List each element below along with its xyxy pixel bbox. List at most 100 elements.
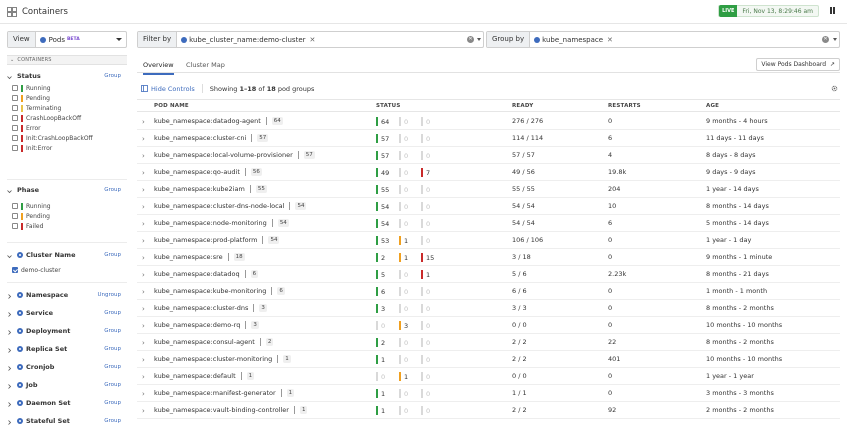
chevron-right-icon[interactable]: › — [142, 373, 145, 381]
facet-item[interactable]: Init:CrashLoopBackOff — [7, 133, 93, 143]
chevron-right-icon[interactable] — [7, 329, 12, 335]
facet-item[interactable]: Pending — [7, 211, 51, 221]
chevron-right-icon[interactable] — [7, 401, 12, 407]
facet-item[interactable]: Running — [7, 201, 51, 211]
checkbox[interactable] — [12, 125, 18, 131]
table-row[interactable]: › kube_namespace:prod-platform 54 53 1 0 106 /… — [137, 232, 840, 249]
clear-group-icon[interactable]: ✕ — [822, 36, 829, 43]
checkbox[interactable] — [12, 267, 18, 273]
pause-icon[interactable] — [828, 6, 837, 16]
column-ready[interactable]: READY — [512, 103, 534, 109]
clear-filter-icon[interactable]: ✕ — [467, 36, 474, 43]
chevron-down-icon[interactable] — [7, 188, 12, 193]
chevron-right-icon[interactable]: › — [142, 390, 145, 398]
facet-item[interactable]: Terminating — [7, 103, 93, 113]
tab-cluster-map[interactable]: Cluster Map — [186, 61, 225, 69]
group-link[interactable]: Group — [104, 382, 121, 388]
facet-item[interactable]: Running — [7, 83, 93, 93]
group-link[interactable]: Group — [104, 73, 121, 79]
chevron-right-icon[interactable]: › — [142, 339, 145, 347]
chevron-right-icon[interactable]: › — [142, 288, 145, 296]
checkbox[interactable] — [12, 115, 18, 121]
chevron-right-icon[interactable] — [7, 419, 12, 425]
remove-filter-icon[interactable]: ✕ — [309, 35, 316, 44]
chevron-right-icon[interactable]: › — [142, 203, 145, 211]
checkbox[interactable] — [12, 223, 18, 229]
chevron-right-icon[interactable]: › — [142, 169, 145, 177]
chevron-right-icon[interactable] — [7, 347, 12, 353]
column-pod-name[interactable]: POD NAME — [154, 103, 189, 109]
table-row[interactable]: › kube_namespace:consul-agent 2 2 0 0 2 / 2 22 8… — [137, 334, 840, 351]
hide-controls-button[interactable]: Hide Controls — [141, 85, 195, 93]
table-row[interactable]: › kube_namespace:cluster-monitoring 1 1 0 0 2 … — [137, 351, 840, 368]
view-pods-dashboard-button[interactable]: View Pods Dashboard ↗ — [756, 58, 840, 71]
remove-group-icon[interactable]: ✕ — [607, 35, 613, 44]
checkbox[interactable] — [12, 105, 18, 111]
chevron-right-icon[interactable] — [7, 365, 12, 371]
table-row[interactable]: › kube_namespace:kube2iam 55 55 0 0 55 / 55 204… — [137, 181, 840, 198]
facet-header-cluster-name[interactable]: Cluster Name Group — [7, 250, 127, 260]
chevron-right-icon[interactable]: › — [142, 186, 145, 194]
chevron-right-icon[interactable] — [7, 383, 12, 389]
facet-item[interactable]: Failed — [7, 221, 51, 231]
checkbox[interactable] — [12, 85, 18, 91]
group-link[interactable]: Group — [104, 310, 121, 316]
facet-header-status[interactable]: Status Group — [7, 71, 127, 81]
chevron-down-icon[interactable] — [7, 74, 12, 79]
chevron-right-icon[interactable]: › — [142, 135, 145, 143]
facet-header-service[interactable]: Service Group — [7, 308, 127, 318]
chevron-right-icon[interactable] — [7, 293, 12, 299]
table-row[interactable]: › kube_namespace:cluster-cni 57 57 0 0 114 / 1… — [137, 130, 840, 147]
chevron-right-icon[interactable]: › — [142, 220, 145, 228]
checkbox[interactable] — [12, 95, 18, 101]
tab-overview[interactable]: Overview — [143, 61, 174, 75]
group-link[interactable]: Group — [104, 187, 121, 193]
table-row[interactable]: › kube_namespace:demo-rq 3 0 3 0 0 / 0 0 10 mont… — [137, 317, 840, 334]
facet-item[interactable]: Error — [7, 123, 93, 133]
table-row[interactable]: › kube_namespace:kube-monitoring 6 6 0 0 6 / 6… — [137, 283, 840, 300]
table-row[interactable]: › kube_namespace:cluster-dns-node-local 54… — [137, 198, 840, 215]
facet-item[interactable]: CrashLoopBackOff — [7, 113, 93, 123]
time-selector[interactable]: LIVE Fri, Nov 13, 8:29:46 am — [718, 5, 819, 17]
view-selector[interactable]: View Pods BETA — [7, 31, 127, 48]
table-row[interactable]: › kube_namespace:sre 18 2 1 15 3 / 18 0 9 months… — [137, 249, 840, 266]
ungroup-link[interactable]: Ungroup — [97, 292, 122, 298]
table-row[interactable]: › kube_namespace:default 1 0 1 0 0 / 0 0 1 year … — [137, 368, 840, 385]
facet-item[interactable]: Init:Error — [7, 143, 93, 153]
group-bar[interactable]: Group by kube_namespace ✕ ✕ — [486, 31, 840, 48]
containers-section-header[interactable]: ⌄ CONTAINERS — [7, 55, 127, 65]
group-link[interactable]: Group — [104, 418, 121, 424]
chevron-right-icon[interactable]: › — [142, 271, 145, 279]
view-dropdown[interactable]: Pods BETA — [36, 32, 126, 47]
facet-item[interactable]: Pending — [7, 93, 93, 103]
chevron-right-icon[interactable]: › — [142, 152, 145, 160]
checkbox[interactable] — [12, 145, 18, 151]
group-link[interactable]: Group — [104, 400, 121, 406]
column-age[interactable]: AGE — [706, 103, 720, 109]
checkbox[interactable] — [12, 213, 18, 219]
table-row[interactable]: › kube_namespace:datadog-agent 64 64 0 0 276 /… — [137, 113, 840, 130]
table-row[interactable]: › kube_namespace:cluster-dns 3 3 0 0 3 / 3 0 8 m… — [137, 300, 840, 317]
table-row[interactable]: › kube_namespace:local-volume-provisioner… — [137, 147, 840, 164]
chevron-down-icon[interactable] — [833, 38, 837, 41]
table-row[interactable]: › kube_namespace:qo-audit 56 49 0 7 49 / 56 19.… — [137, 164, 840, 181]
group-chip[interactable]: kube_namespace ✕ — [534, 36, 613, 44]
facet-header-stateful-set[interactable]: Stateful Set Group — [7, 416, 127, 426]
chevron-right-icon[interactable]: › — [142, 322, 145, 330]
checkbox[interactable] — [12, 135, 18, 141]
chevron-down-icon[interactable] — [7, 253, 12, 258]
chevron-right-icon[interactable] — [7, 311, 12, 317]
facet-header-daemon-set[interactable]: Daemon Set Group — [7, 398, 127, 408]
chevron-down-icon[interactable] — [477, 38, 481, 41]
facet-header-phase[interactable]: Phase Group — [7, 185, 127, 195]
table-row[interactable]: › kube_namespace:node-monitoring 54 54 0 0 54 … — [137, 215, 840, 232]
filter-bar[interactable]: Filter by kube_cluster_name:demo-cluster… — [137, 31, 484, 48]
chevron-right-icon[interactable]: › — [142, 305, 145, 313]
group-link[interactable]: Group — [104, 328, 121, 334]
checkbox[interactable] — [12, 203, 18, 209]
table-row[interactable]: › kube_namespace:datadoq 6 5 0 1 5 / 6 2.23k 8 m… — [137, 266, 840, 283]
facet-header-cronjob[interactable]: Cronjob Group — [7, 362, 127, 372]
chevron-right-icon[interactable]: › — [142, 118, 145, 126]
chevron-right-icon[interactable]: › — [142, 407, 145, 415]
chevron-right-icon[interactable]: › — [142, 254, 145, 262]
